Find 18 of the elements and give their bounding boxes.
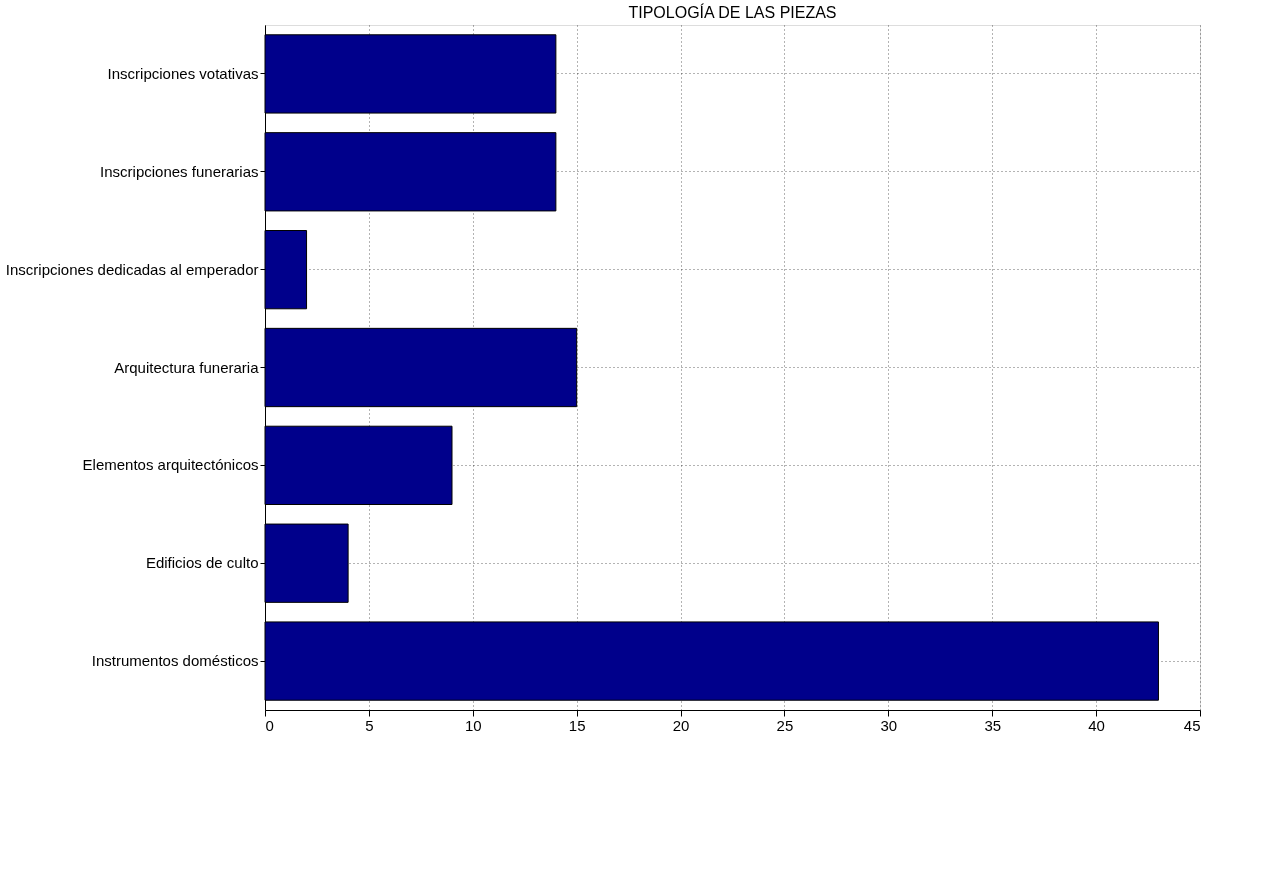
x-tick-label: 0 xyxy=(265,716,274,734)
x-tick-label: 45 xyxy=(1183,716,1201,734)
x-tick-label: 15 xyxy=(568,716,586,734)
x-tick-label: 30 xyxy=(880,716,898,734)
chart-title: TIPOLOGÍA DE LAS PIEZAS xyxy=(628,3,837,21)
x-tick-label: 10 xyxy=(464,716,482,734)
y-tick-label: Arquitectura funeraria xyxy=(114,358,260,376)
x-tick-label: 5 xyxy=(365,716,374,734)
x-tick-label: 40 xyxy=(1088,716,1105,734)
y-tick-label: Elementos arquitectónicos xyxy=(82,456,259,474)
x-tick-label: 35 xyxy=(984,716,1002,734)
y-tick-label: Edificios de culto xyxy=(145,554,259,572)
y-tick-label: Inscripciones funerarias xyxy=(100,162,259,180)
y-tick-label: Inscripciones dedicadas al emperador xyxy=(5,260,259,278)
x-tick-label: 20 xyxy=(672,716,690,734)
x-tick-label: 25 xyxy=(776,716,794,734)
y-tick-label: Inscripciones votativas xyxy=(107,64,259,82)
y-tick-label: Instrumentos domésticos xyxy=(91,652,259,670)
